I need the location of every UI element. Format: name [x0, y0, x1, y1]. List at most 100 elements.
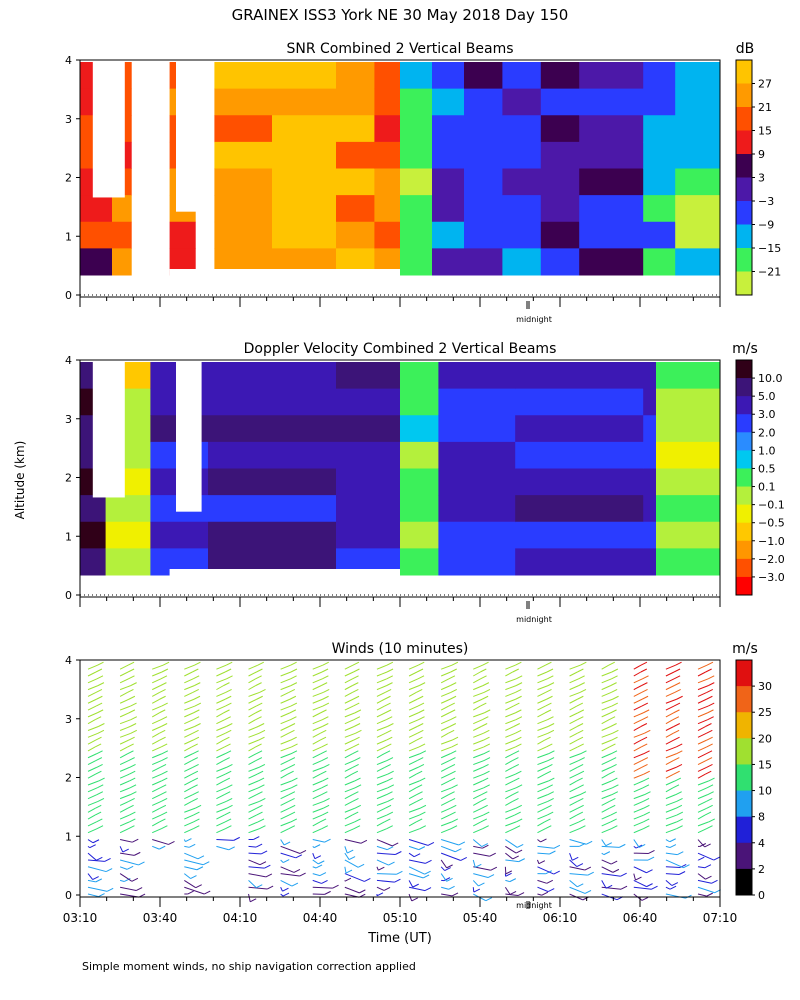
wind-barb	[633, 671, 642, 677]
heatmap-cell	[675, 168, 721, 196]
wind-barb	[633, 879, 647, 888]
wind-barb-flag	[425, 859, 432, 864]
wind-barb	[473, 698, 483, 704]
snr-color-field	[80, 60, 721, 296]
wind-barb	[665, 814, 678, 820]
wind-barb	[216, 732, 226, 738]
wind-barb	[119, 828, 129, 834]
wind-barb-flag	[128, 695, 136, 700]
wind-barb-flag	[191, 743, 198, 748]
heatmap-cell	[208, 468, 337, 496]
wind-barb-flag	[545, 804, 552, 809]
wind-barb	[184, 760, 193, 766]
wind-barb-flag	[352, 798, 359, 802]
heatmap-cell	[643, 441, 657, 469]
wind-barb	[376, 746, 386, 752]
wind-barb	[119, 678, 129, 684]
wind-barb-flag	[351, 811, 359, 816]
wind-barb-flag	[387, 770, 394, 775]
wind-barb-flag	[608, 661, 615, 666]
wind-barb-flag	[159, 804, 167, 809]
wind-barb-flag	[547, 757, 555, 762]
wind-barb-flag	[683, 864, 690, 869]
wind-barb-flag	[92, 876, 99, 880]
wind-barb-flag	[353, 716, 361, 721]
wind-barb	[152, 828, 162, 834]
wind-barb-flag	[676, 743, 683, 748]
wind-barb-flag	[448, 675, 456, 680]
wind-barb	[280, 766, 290, 772]
heatmap-cell	[214, 195, 273, 223]
wind-barb	[473, 685, 484, 691]
heatmap-cell	[579, 88, 644, 116]
colorbar-label: −3.0	[758, 571, 785, 584]
wind-barb-flag	[128, 777, 136, 782]
wind-barb	[665, 664, 676, 670]
x-tick-label: 04:10	[223, 911, 258, 925]
heatmap-cell	[214, 221, 273, 249]
heatmap-cell	[438, 495, 516, 523]
wind-barb-flag	[579, 791, 587, 796]
wind-barb-flag	[584, 889, 592, 894]
wind-barb-flag	[578, 757, 585, 762]
colorbar-label: 10.0	[758, 372, 783, 385]
wind-barb-flag	[676, 798, 683, 802]
wind-barb-flag	[226, 784, 233, 789]
wind-barb	[697, 760, 707, 766]
wind-barb-flag	[321, 879, 328, 884]
heatmap-cell	[432, 195, 465, 223]
heatmap-cell	[105, 548, 151, 576]
heatmap-cell	[502, 115, 542, 143]
wind-barb-flag	[578, 818, 586, 823]
wind-barb-flag	[353, 702, 360, 707]
wind-barb-flag	[193, 825, 200, 830]
wind-barb	[184, 678, 194, 684]
x-tick-label: 03:40	[143, 911, 178, 925]
y-tick-label: 1	[65, 230, 72, 243]
wind-barb-flag	[160, 798, 168, 802]
heatmap-cell	[400, 168, 433, 196]
wind-barb	[87, 705, 97, 711]
wind-barb	[408, 852, 415, 858]
wind-barb-flag	[446, 877, 453, 882]
colorbar-label: −1.0	[758, 535, 785, 548]
wind-barb	[184, 685, 195, 691]
wind-barb-flag	[450, 688, 458, 693]
wind-barb-flag	[706, 661, 714, 666]
wind-barb	[376, 814, 388, 820]
wind-barb	[408, 787, 417, 793]
heatmap-cell	[214, 88, 273, 116]
wind-barb	[440, 852, 461, 861]
wind-barb	[569, 773, 579, 779]
wind-barb-flag	[648, 849, 655, 854]
wind-barb	[537, 807, 546, 813]
wind-barb	[601, 671, 613, 677]
wind-barb-flag	[611, 777, 618, 782]
heatmap-cell	[643, 88, 676, 116]
wind-barb	[665, 852, 678, 856]
wind-barb	[248, 807, 257, 813]
wind-barb	[312, 773, 321, 779]
wind-barb-flag	[320, 770, 327, 775]
wind-barb-flag	[450, 716, 457, 721]
wind-barb-flag	[191, 770, 199, 775]
wind-barb	[408, 866, 425, 875]
wind-barb	[376, 719, 387, 725]
wind-barb	[537, 664, 546, 670]
heatmap-cell	[540, 168, 580, 196]
wind-barb-flag	[707, 709, 714, 714]
wind-barb-flag	[223, 736, 230, 741]
wind-barb-flag	[578, 682, 585, 687]
wind-barb	[633, 800, 644, 806]
wind-barb-flag	[548, 750, 555, 755]
wind-barb-flag	[354, 709, 362, 714]
y-tick-label: 4	[65, 354, 72, 367]
colorbar-label: 10	[758, 785, 772, 798]
wind-barb-flag	[95, 804, 102, 809]
wind-barb-flag	[192, 668, 199, 673]
wind-barb	[505, 766, 514, 772]
wind-barb-flag	[295, 854, 303, 859]
wind-barb-flag	[481, 777, 489, 782]
wind-barb-flag	[105, 868, 113, 873]
wind-barb	[473, 845, 483, 849]
